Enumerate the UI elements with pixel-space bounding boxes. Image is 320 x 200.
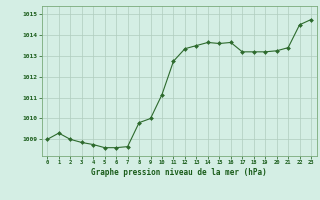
X-axis label: Graphe pression niveau de la mer (hPa): Graphe pression niveau de la mer (hPa) <box>91 168 267 177</box>
